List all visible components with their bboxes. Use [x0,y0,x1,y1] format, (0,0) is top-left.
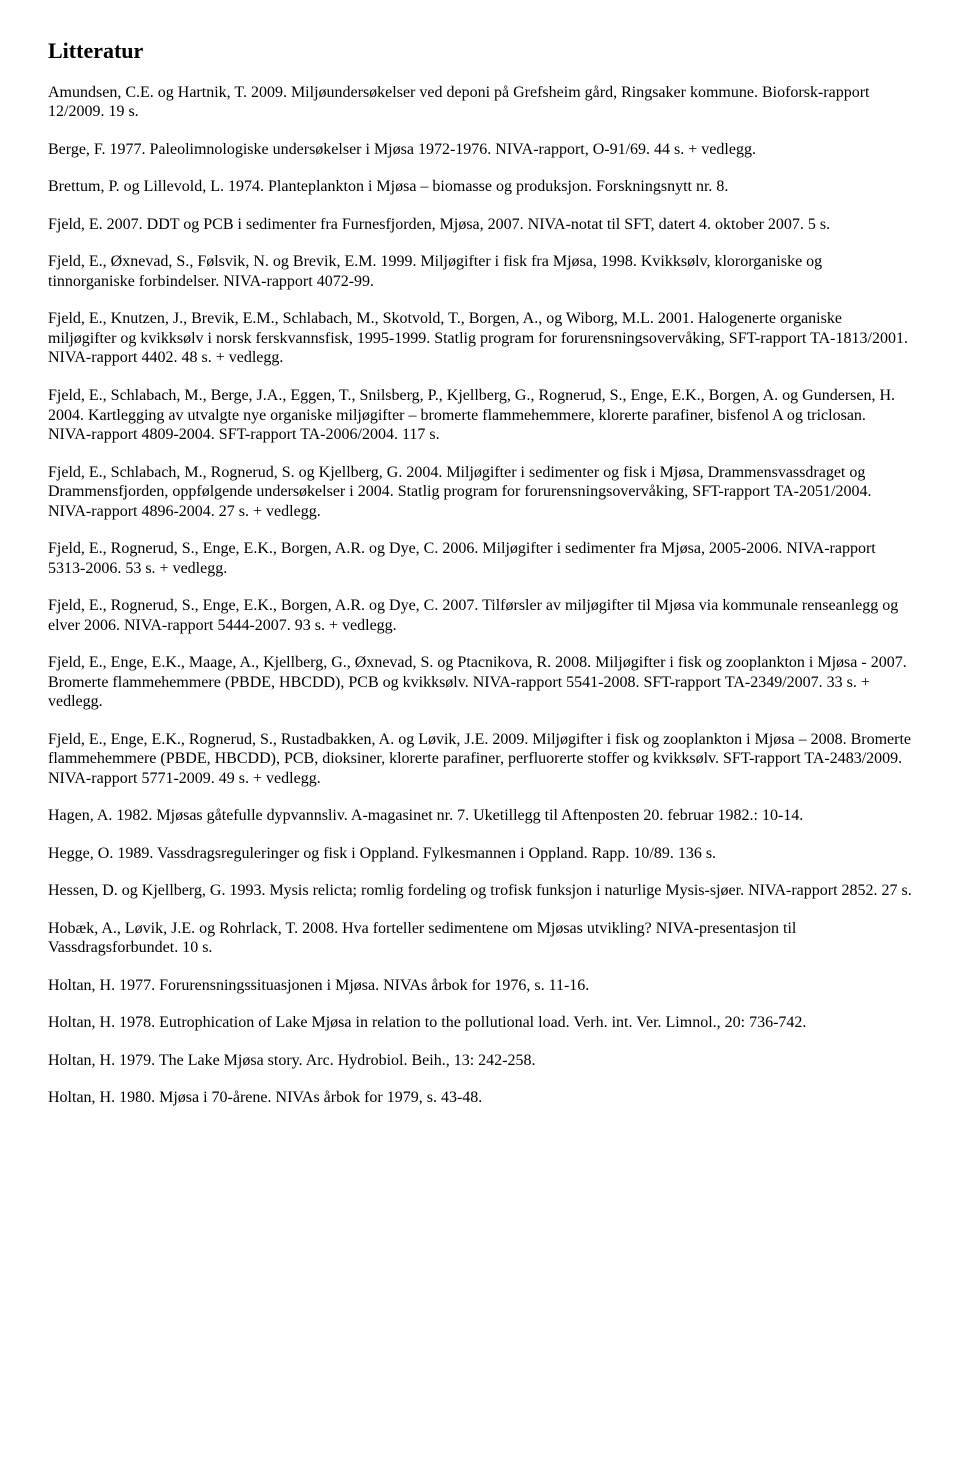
reference-entry: Holtan, H. 1979. The Lake Mjøsa story. A… [48,1051,912,1071]
reference-entry: Amundsen, C.E. og Hartnik, T. 2009. Milj… [48,83,912,122]
reference-entry: Fjeld, E., Øxnevad, S., Følsvik, N. og B… [48,252,912,291]
reference-entry: Holtan, H. 1980. Mjøsa i 70-årene. NIVAs… [48,1088,912,1108]
reference-entry: Holtan, H. 1977. Forurensningssituasjone… [48,976,912,996]
reference-entry: Fjeld, E., Schlabach, M., Berge, J.A., E… [48,386,912,445]
reference-entry: Fjeld, E., Rognerud, S., Enge, E.K., Bor… [48,596,912,635]
reference-entry: Fjeld, E. 2007. DDT og PCB i sedimenter … [48,215,912,235]
reference-entry: Holtan, H. 1978. Eutrophication of Lake … [48,1013,912,1033]
reference-entry: Fjeld, E., Enge, E.K., Rognerud, S., Rus… [48,730,912,789]
reference-entry: Fjeld, E., Rognerud, S., Enge, E.K., Bor… [48,539,912,578]
reference-entry: Fjeld, E., Knutzen, J., Brevik, E.M., Sc… [48,309,912,368]
reference-entry: Fjeld, E., Schlabach, M., Rognerud, S. o… [48,463,912,522]
reference-entry: Fjeld, E., Enge, E.K., Maage, A., Kjellb… [48,653,912,712]
reference-entry: Berge, F. 1977. Paleolimnologiske unders… [48,140,912,160]
reference-entry: Brettum, P. og Lillevold, L. 1974. Plant… [48,177,912,197]
reference-entry: Hessen, D. og Kjellberg, G. 1993. Mysis … [48,881,912,901]
reference-entry: Hobæk, A., Løvik, J.E. og Rohrlack, T. 2… [48,919,912,958]
page-title: Litteratur [48,38,912,65]
reference-entry: Hagen, A. 1982. Mjøsas gåtefulle dypvann… [48,806,912,826]
reference-entry: Hegge, O. 1989. Vassdragsreguleringer og… [48,844,912,864]
